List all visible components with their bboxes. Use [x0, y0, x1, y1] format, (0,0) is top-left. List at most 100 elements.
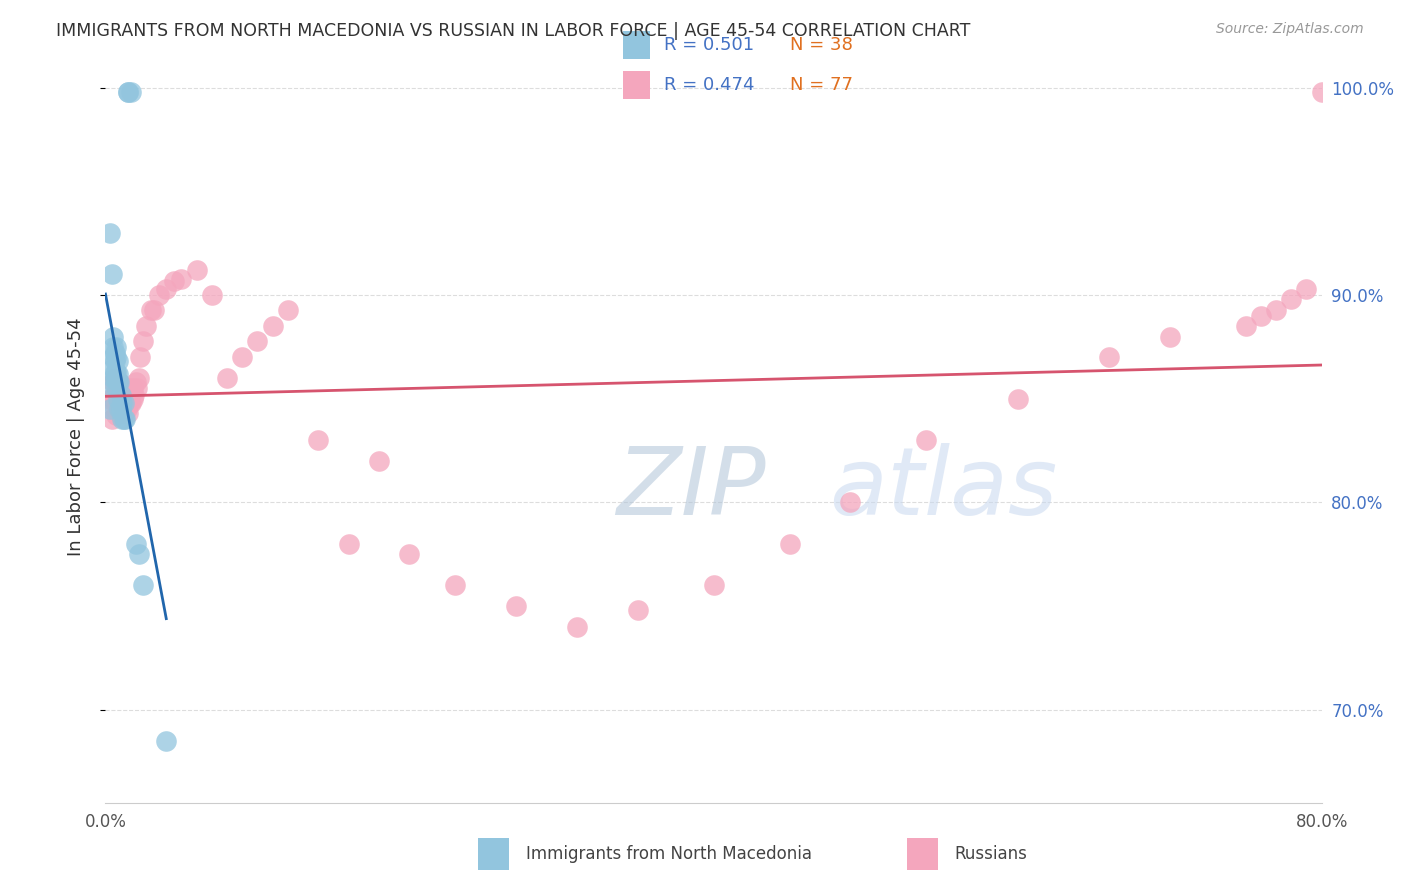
- Text: IMMIGRANTS FROM NORTH MACEDONIA VS RUSSIAN IN LABOR FORCE | AGE 45-54 CORRELATIO: IMMIGRANTS FROM NORTH MACEDONIA VS RUSSI…: [56, 22, 970, 40]
- Point: [148, 288, 170, 302]
- Point: [129, 351, 152, 365]
- Point: [163, 274, 186, 288]
- Point: [117, 392, 139, 406]
- Point: [1098, 351, 1121, 365]
- Point: [115, 402, 138, 417]
- Point: [505, 599, 527, 613]
- Point: [1250, 309, 1272, 323]
- Point: [98, 226, 121, 240]
- Point: [132, 578, 155, 592]
- Point: [114, 402, 136, 417]
- Point: [120, 85, 142, 99]
- Point: [110, 387, 132, 401]
- Point: [110, 406, 132, 420]
- Point: [1234, 319, 1257, 334]
- Point: [115, 387, 138, 401]
- Point: [114, 387, 136, 401]
- Point: [101, 360, 124, 375]
- Point: [118, 381, 141, 395]
- Point: [105, 365, 128, 379]
- Y-axis label: In Labor Force | Age 45-54: In Labor Force | Age 45-54: [66, 318, 84, 557]
- Point: [779, 537, 801, 551]
- Point: [101, 371, 124, 385]
- Point: [111, 392, 134, 406]
- Point: [702, 578, 725, 592]
- Point: [114, 412, 136, 426]
- Point: [117, 85, 139, 99]
- Point: [201, 288, 224, 302]
- Point: [107, 387, 129, 401]
- Point: [118, 396, 141, 410]
- Text: N = 38: N = 38: [790, 37, 852, 54]
- Point: [121, 392, 143, 406]
- Point: [839, 495, 862, 509]
- Point: [337, 537, 360, 551]
- Point: [128, 547, 150, 561]
- Point: [121, 381, 143, 395]
- Point: [103, 365, 125, 379]
- Point: [103, 371, 125, 385]
- Point: [125, 375, 148, 389]
- Point: [143, 302, 166, 317]
- Point: [915, 433, 938, 447]
- Point: [170, 271, 193, 285]
- FancyBboxPatch shape: [623, 31, 650, 59]
- Point: [112, 392, 135, 406]
- Text: R = 0.501: R = 0.501: [664, 37, 754, 54]
- Point: [107, 392, 129, 406]
- Point: [124, 387, 146, 401]
- Point: [105, 409, 128, 423]
- Point: [101, 329, 124, 343]
- Point: [101, 351, 124, 365]
- FancyBboxPatch shape: [623, 70, 650, 99]
- Point: [368, 454, 391, 468]
- Text: Russians: Russians: [955, 845, 1028, 863]
- Point: [103, 354, 125, 368]
- Point: [108, 406, 131, 420]
- Point: [105, 375, 128, 389]
- Point: [110, 392, 132, 406]
- Point: [105, 351, 128, 365]
- Point: [100, 268, 122, 282]
- Point: [112, 406, 135, 420]
- Point: [1326, 85, 1348, 99]
- Point: [100, 412, 122, 426]
- Point: [127, 381, 149, 395]
- Point: [307, 433, 329, 447]
- Point: [231, 351, 253, 365]
- Point: [103, 387, 125, 401]
- Point: [98, 402, 121, 417]
- Point: [1159, 329, 1181, 343]
- Point: [1007, 392, 1029, 406]
- Point: [107, 354, 129, 368]
- Text: atlas: atlas: [830, 442, 1057, 533]
- Point: [111, 396, 134, 410]
- Point: [132, 334, 155, 348]
- Point: [277, 302, 299, 317]
- Point: [108, 402, 131, 417]
- Text: N = 77: N = 77: [790, 76, 853, 94]
- Point: [125, 537, 148, 551]
- Point: [111, 412, 134, 426]
- Point: [105, 371, 128, 385]
- Point: [101, 375, 124, 389]
- Point: [1265, 302, 1288, 317]
- Point: [101, 340, 124, 354]
- Point: [1310, 85, 1333, 99]
- Point: [107, 402, 129, 417]
- Point: [262, 319, 284, 334]
- Point: [117, 85, 139, 99]
- Point: [1341, 85, 1364, 99]
- Point: [246, 334, 269, 348]
- Point: [103, 346, 125, 360]
- Point: [444, 578, 467, 592]
- Point: [398, 547, 420, 561]
- Point: [108, 375, 131, 389]
- Text: Immigrants from North Macedonia: Immigrants from North Macedonia: [526, 845, 811, 863]
- Point: [135, 319, 157, 334]
- Point: [105, 340, 128, 354]
- Point: [626, 603, 648, 617]
- Point: [139, 302, 162, 317]
- FancyBboxPatch shape: [478, 838, 509, 870]
- Point: [1279, 293, 1302, 307]
